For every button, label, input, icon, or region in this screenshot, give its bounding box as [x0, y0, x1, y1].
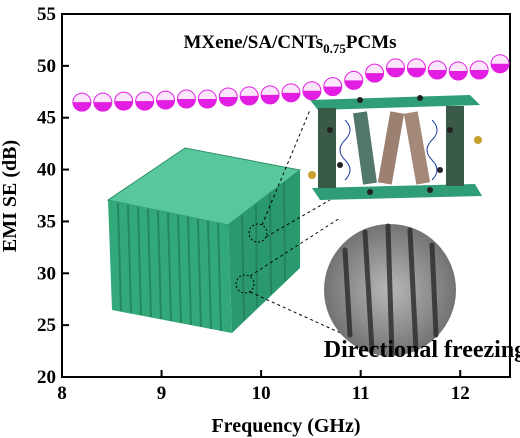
marker-top — [219, 87, 238, 97]
marker — [344, 70, 364, 90]
marker — [281, 83, 301, 103]
marker — [490, 54, 510, 74]
marker-top — [156, 91, 175, 101]
marker-top — [470, 61, 489, 71]
title-subscript: 0.75 — [323, 41, 346, 56]
title-part: MXene/SA/CNTs — [183, 32, 323, 53]
marker-top — [135, 92, 154, 102]
marker — [406, 58, 426, 78]
marker-edge — [156, 90, 176, 110]
x-tick-label: 9 — [157, 383, 167, 404]
marker-edge — [490, 54, 510, 74]
marker — [72, 92, 92, 112]
marker-top — [72, 93, 91, 103]
marker — [135, 91, 155, 111]
marker-top — [323, 77, 342, 87]
marker — [218, 87, 238, 107]
marker-edge — [176, 89, 196, 109]
marker-top — [344, 71, 363, 81]
marker-edge — [427, 60, 447, 80]
y-tick-label: 30 — [37, 263, 56, 284]
x-tick-label: 11 — [352, 383, 370, 404]
x-tick-label: 8 — [57, 383, 67, 404]
marker-top — [386, 58, 405, 68]
foam-illustration — [106, 109, 346, 336]
y-tick-label: 25 — [37, 315, 56, 336]
marker — [93, 92, 113, 112]
marker-top — [428, 61, 447, 71]
marker-edge — [406, 58, 426, 78]
marker-top — [302, 81, 321, 91]
marker-edge — [281, 83, 301, 103]
marker-top — [449, 62, 468, 72]
marker-edge — [260, 85, 280, 105]
marker-edge — [93, 92, 113, 112]
marker — [114, 91, 134, 111]
marker — [239, 86, 259, 106]
marker — [427, 60, 447, 80]
marker-edge — [344, 70, 364, 90]
x-tick-label: 12 — [451, 383, 470, 404]
marker-edge — [135, 91, 155, 111]
marker — [156, 90, 176, 110]
marker-top — [407, 58, 426, 68]
y-tick-label: 55 — [37, 4, 56, 25]
marker-edge — [218, 87, 238, 107]
marker — [386, 58, 406, 78]
structure-schematic — [308, 95, 482, 200]
marker-top — [491, 54, 510, 64]
y-tick-label: 35 — [37, 211, 56, 232]
marker-edge — [114, 91, 134, 111]
marker-top — [114, 92, 133, 102]
marker — [323, 77, 343, 97]
marker-edge — [302, 81, 322, 101]
marker-top — [261, 85, 280, 95]
title-part: PCMs — [346, 32, 397, 53]
marker-edge — [448, 61, 468, 81]
marker — [176, 89, 196, 109]
marker — [302, 81, 322, 101]
marker-edge — [72, 92, 92, 112]
marker — [197, 89, 217, 109]
marker — [260, 85, 280, 105]
plot-frame — [61, 13, 511, 378]
marker — [365, 63, 385, 83]
y-tick-label: 50 — [37, 56, 56, 77]
annotation: Directional freezing — [324, 337, 520, 363]
marker-top — [198, 90, 217, 100]
marker — [448, 61, 468, 81]
x-tick-label: 10 — [252, 383, 271, 404]
marker-top — [93, 93, 112, 103]
marker-top — [240, 86, 259, 96]
marker-edge — [365, 63, 385, 83]
marker-top — [177, 90, 196, 100]
marker-edge — [239, 86, 259, 106]
marker-top — [281, 83, 300, 93]
marker-edge — [323, 77, 343, 97]
y-tick-label: 20 — [37, 367, 56, 388]
marker — [469, 60, 489, 80]
y-tick-label: 45 — [37, 108, 56, 129]
marker-top — [365, 64, 384, 74]
marker-edge — [469, 60, 489, 80]
marker-edge — [386, 58, 406, 78]
y-axis-label: EMI SE (dB) — [0, 140, 21, 252]
x-axis-label: Frequency (GHz) — [211, 415, 360, 437]
marker-edge — [197, 89, 217, 109]
sem-image — [324, 223, 456, 357]
chart-title: MXene/SA/CNTs0.75PCMs — [183, 32, 396, 56]
y-tick-label: 40 — [37, 160, 56, 181]
